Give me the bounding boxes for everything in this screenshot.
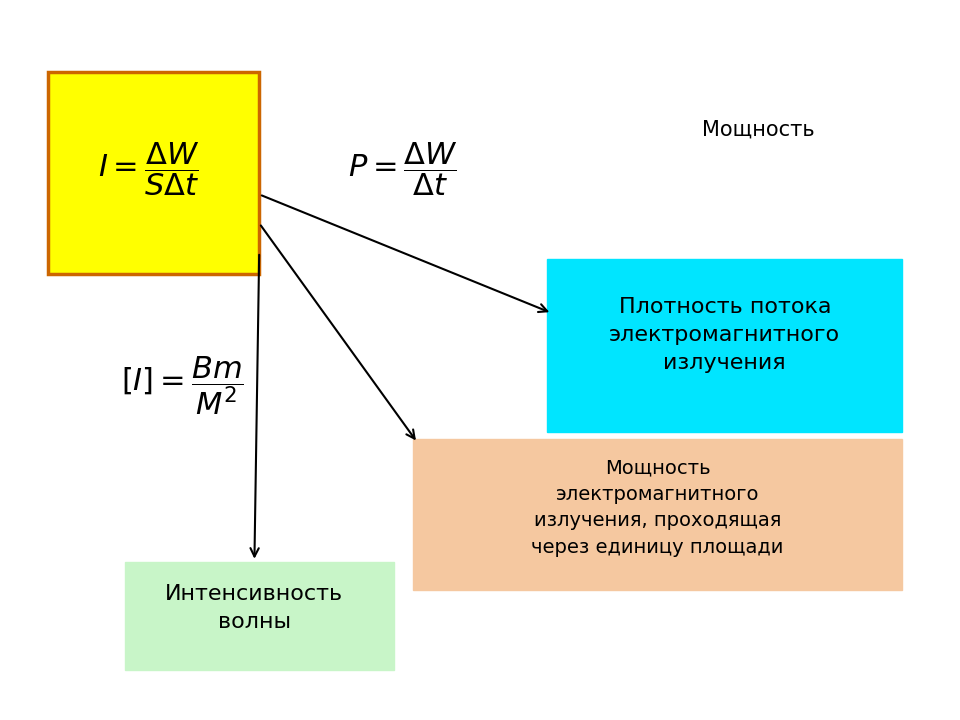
FancyBboxPatch shape — [125, 562, 394, 670]
Text: Интенсивность
волны: Интенсивность волны — [165, 585, 344, 632]
Text: Мощность: Мощность — [702, 120, 815, 140]
FancyBboxPatch shape — [48, 72, 259, 274]
FancyBboxPatch shape — [413, 439, 902, 590]
Text: Мощность
электромагнитного
излучения, проходящая
через единицу площади: Мощность электромагнитного излучения, пр… — [532, 459, 783, 557]
Text: Плотность потока
электромагнитного
излучения: Плотность потока электромагнитного излуч… — [610, 297, 840, 373]
Text: $I = \dfrac{\Delta W}{S\Delta t}$: $I = \dfrac{\Delta W}{S\Delta t}$ — [98, 140, 200, 198]
FancyBboxPatch shape — [547, 259, 902, 432]
Text: $[I] = \dfrac{\mathit{Bm}}{\mathit{M}^{2}}$: $[I] = \dfrac{\mathit{Bm}}{\mathit{M}^{2… — [121, 354, 244, 417]
Text: $P = \dfrac{\Delta W}{\Delta t}$: $P = \dfrac{\Delta W}{\Delta t}$ — [348, 140, 458, 198]
